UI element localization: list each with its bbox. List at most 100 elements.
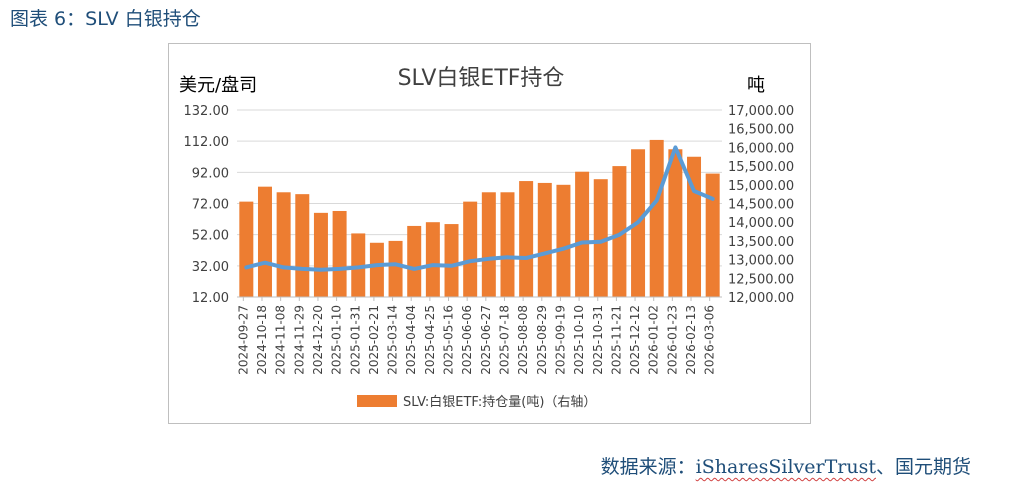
line-point [300, 267, 304, 271]
x-tick-label: 2025-08-29 [535, 305, 549, 375]
right-tick-label: 13,000.00 [728, 254, 794, 269]
x-tick-label: 2026-01-23 [665, 305, 679, 375]
bar [593, 179, 608, 297]
x-tick-label: 2025-04-25 [423, 305, 437, 375]
bar-series [239, 139, 720, 297]
bar [295, 194, 310, 297]
x-tick-label: 2025-05-16 [442, 305, 456, 375]
line-series [244, 145, 715, 272]
chart-title: SLV白银ETF持仓 [398, 66, 565, 91]
x-tick-label: 2025-10-10 [572, 305, 586, 375]
bar [612, 166, 627, 297]
line-point [711, 197, 715, 201]
bar [668, 149, 683, 297]
line-point [244, 265, 248, 269]
x-tick-label: 2025-06-06 [460, 305, 474, 375]
x-axis: 2024-09-27 2024-10-18 2024-11-08 2024-11-29… [236, 296, 722, 375]
line-point [319, 268, 323, 272]
x-tick-label: 2025-04-04 [404, 305, 418, 375]
source-suffix: 、国元期货 [875, 456, 971, 478]
bar [556, 184, 571, 297]
line-point [431, 263, 435, 267]
left-tick-label: 132.00 [184, 104, 230, 119]
x-tick-label: 2025-01-31 [348, 305, 362, 375]
line-point [282, 265, 286, 269]
bar [332, 210, 347, 297]
source-note: 数据来源：iSharesSilverTrust、国元期货 [601, 452, 971, 479]
line-point [263, 261, 267, 265]
line-point [673, 145, 677, 149]
x-tick-label: 2025-06-27 [479, 305, 493, 375]
x-tick-label: 2025-08-08 [516, 305, 530, 375]
bar [463, 201, 478, 297]
left-tick-label: 32.00 [192, 260, 229, 275]
x-tick-label: 2025-03-14 [386, 305, 400, 375]
right-tick-label: 14,500.00 [728, 198, 794, 213]
x-tick-label: 2025-01-10 [330, 305, 344, 375]
line-point [580, 240, 584, 244]
bar [537, 182, 552, 297]
legend-label: SLV:白银ETF:持仓量(吨)（右轴） [403, 394, 596, 410]
x-tick-label: 2024-11-08 [274, 305, 288, 375]
chart-frame: SLV白银ETF持仓 美元/盘司 吨 132.00 112.00 92.00 72.0… [168, 43, 811, 424]
x-tick-label: 2024-09-27 [236, 305, 250, 375]
line-point [692, 189, 696, 193]
x-tick-label: 2024-11-29 [292, 305, 306, 375]
line-point [375, 263, 379, 267]
x-tick-label: 2025-02-21 [367, 305, 381, 375]
line-point [636, 220, 640, 224]
source-name: iSharesSilverTrust [695, 456, 876, 478]
line-point [543, 251, 547, 255]
x-tick-label: 2026-02-13 [684, 305, 698, 375]
bar [500, 192, 515, 297]
line-point [487, 257, 491, 261]
line-point [599, 240, 603, 244]
right-tick-label: 15,000.00 [728, 179, 794, 194]
line-point [468, 259, 472, 263]
left-axis-unit: 美元/盘司 [179, 75, 257, 96]
left-tick-label: 72.00 [192, 198, 229, 213]
bar [705, 173, 720, 297]
bar [369, 242, 384, 297]
right-axis: 17,000.00 16,500.00 16,000.00 15,500.00 15,0… [728, 104, 794, 306]
bar [239, 201, 254, 297]
x-tick-label: 2026-01-02 [647, 305, 661, 375]
bar [313, 212, 328, 297]
bar [388, 240, 403, 297]
bar [257, 186, 272, 297]
right-tick-label: 15,500.00 [728, 160, 794, 175]
right-tick-label: 12,500.00 [728, 272, 794, 287]
left-tick-label: 52.00 [192, 229, 229, 244]
bar [276, 192, 291, 297]
bar [649, 139, 664, 297]
line-point [394, 262, 398, 266]
x-tick-label: 2025-09-19 [553, 305, 567, 375]
x-tick-label: 2025-10-31 [591, 305, 605, 375]
bar [444, 224, 459, 297]
left-tick-label: 112.00 [184, 135, 230, 150]
x-tick-label: 2025-12-12 [628, 305, 642, 375]
x-tick-label: 2026-03-06 [703, 305, 717, 375]
right-tick-label: 14,000.00 [728, 216, 794, 231]
left-tick-label: 92.00 [192, 166, 229, 181]
right-tick-label: 16,000.00 [728, 141, 794, 156]
line-point [524, 256, 528, 260]
line-series-path [244, 145, 715, 272]
chart-svg: SLV白银ETF持仓 美元/盘司 吨 132.00 112.00 92.00 72.0… [179, 66, 794, 410]
source-prefix: 数据来源： [600, 456, 696, 478]
right-tick-label: 12,000.00 [728, 291, 794, 306]
bar [407, 225, 422, 297]
legend-swatch [357, 395, 397, 407]
right-axis-unit: 吨 [747, 75, 765, 96]
line-point [338, 267, 342, 271]
legend: SLV:白银ETF:持仓量(吨)（右轴） [357, 394, 596, 410]
x-tick-label: 2024-12-20 [311, 305, 325, 375]
line-point [655, 198, 659, 202]
right-tick-label: 13,500.00 [728, 235, 794, 250]
line-point [356, 265, 360, 269]
x-tick-label: 2024-10-18 [255, 305, 269, 375]
x-tick-label: 2025-11-21 [609, 305, 623, 375]
line-point [617, 233, 621, 237]
line-point [561, 247, 565, 251]
bar [481, 192, 496, 297]
